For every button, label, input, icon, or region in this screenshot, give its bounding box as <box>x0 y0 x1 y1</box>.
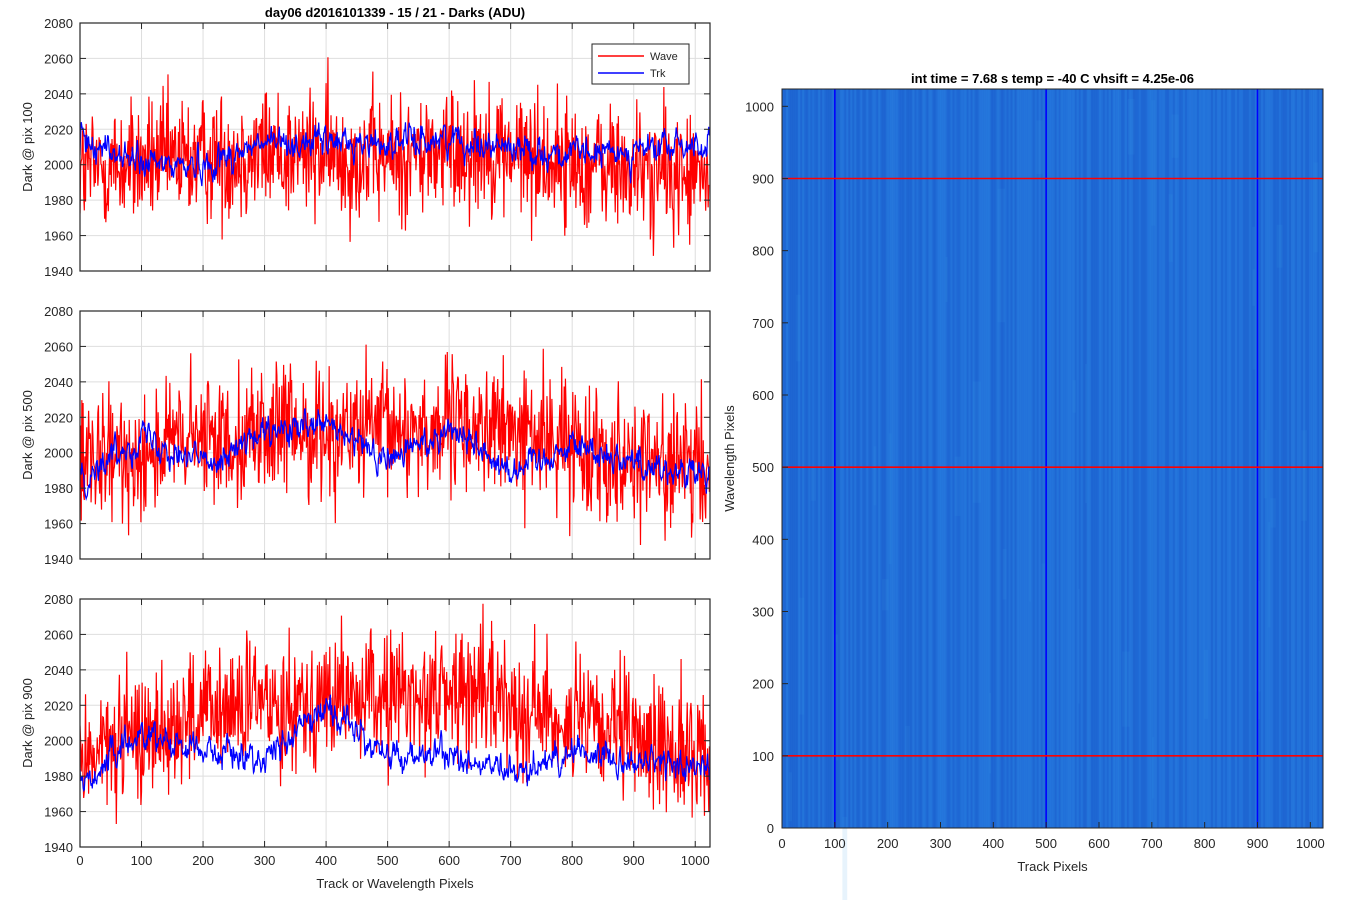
y-axis-label: Dark @ pix 500 <box>20 390 35 480</box>
y-tick-label: 1960 <box>44 805 73 820</box>
y-tick-label: 2060 <box>44 627 73 642</box>
x-tick-label: 400 <box>315 853 337 868</box>
series-line-wave <box>80 603 710 825</box>
y-tick-label: 2000 <box>44 158 73 173</box>
heatmap-panel: 0 100 200 300 400 500 600 700 800 900 1000 0 100 200 3… <box>722 71 1325 900</box>
axes-frame <box>79 598 711 848</box>
x-tick-label: 700 <box>1141 836 1163 851</box>
y-tick-label: 1960 <box>44 229 73 244</box>
y-tick-label: 1940 <box>44 552 73 567</box>
y-axis-label: Wavelength Pixels <box>722 405 737 512</box>
x-tick-label: 100 <box>131 853 153 868</box>
legend-label-wave: Wave <box>650 51 678 63</box>
y-tick-label: 2020 <box>44 410 73 425</box>
legend-box <box>591 43 690 85</box>
y-tick-label: 600 <box>752 388 774 403</box>
y-tick-label: 400 <box>752 532 774 547</box>
heatmap-texture <box>782 89 1324 900</box>
y-tick-label: 700 <box>752 316 774 331</box>
y-tick-label: 1980 <box>44 481 73 496</box>
x-tick-label: 600 <box>438 853 460 868</box>
legend-label-trk: Trk <box>650 68 666 80</box>
y-tick-label: 2040 <box>44 375 73 390</box>
y-axis-label: Dark @ pix 900 <box>20 678 35 768</box>
y-tick-label: 1980 <box>44 193 73 208</box>
x-tick-label: 0 <box>778 836 785 851</box>
y-tick-label: 1980 <box>44 769 73 784</box>
y-tick-label: 2080 <box>44 592 73 607</box>
x-tick-label: 800 <box>561 853 583 868</box>
axes-frame <box>781 88 1324 829</box>
x-tick-label: 0 <box>76 853 83 868</box>
y-tick-label: 1940 <box>44 840 73 855</box>
y-tick-label: 2060 <box>44 51 73 66</box>
series-line-wave <box>80 344 710 546</box>
y-tick-label: 2040 <box>44 663 73 678</box>
y-tick-label: 500 <box>752 460 774 475</box>
y-tick-label: 200 <box>752 677 774 692</box>
y-tick-label: 0 <box>767 821 774 836</box>
x-tick-label: 500 <box>377 853 399 868</box>
y-tick-label: 100 <box>752 749 774 764</box>
y-tick-label: 300 <box>752 604 774 619</box>
series-line-trk <box>80 122 710 187</box>
y-tick-label: 2020 <box>44 122 73 137</box>
x-tick-label: 100 <box>824 836 846 851</box>
y-tick-label: 2000 <box>44 734 73 749</box>
line-panel-3: 0 100 200 300 400 500 600 700 800 900 1000 1940 1960… <box>20 592 711 891</box>
y-tick-label: 1000 <box>745 99 774 114</box>
y-tick-label: 2020 <box>44 698 73 713</box>
heatmap-image <box>782 89 1323 828</box>
x-tick-label: 500 <box>1035 836 1057 851</box>
line-panel-2: 1940 1960 1980 2000 2020 2040 2060 2080 Dark @ p… <box>20 304 711 567</box>
y-tick-label: 2000 <box>44 446 73 461</box>
x-tick-label: 700 <box>500 853 522 868</box>
y-tick-label: 2040 <box>44 87 73 102</box>
x-tick-label: 1000 <box>681 853 710 868</box>
x-tick-label: 1000 <box>1296 836 1325 851</box>
y-tick-label: 1940 <box>44 264 73 279</box>
axes-frame <box>79 22 711 272</box>
x-tick-label: 900 <box>623 853 645 868</box>
x-tick-label: 300 <box>254 853 276 868</box>
x-tick-label: 600 <box>1088 836 1110 851</box>
y-tick-label: 1960 <box>44 517 73 532</box>
axes-frame <box>79 310 711 560</box>
series-line-trk <box>80 408 710 501</box>
x-tick-label: 800 <box>1194 836 1216 851</box>
x-tick-label: 200 <box>877 836 899 851</box>
y-tick-label: 2060 <box>44 339 73 354</box>
x-tick-label: 300 <box>930 836 952 851</box>
x-tick-label: 400 <box>982 836 1004 851</box>
series-line-wave <box>80 57 710 256</box>
y-tick-label: 2080 <box>44 304 73 319</box>
chart-title: day06 d2016101339 - 15 / 21 - Darks (ADU… <box>265 5 525 20</box>
chart-title: int time = 7.68 s temp = -40 C vhsift = … <box>911 71 1194 86</box>
x-axis-label: Track Pixels <box>1017 859 1088 874</box>
x-tick-label: 200 <box>192 853 214 868</box>
x-axis-label: Track or Wavelength Pixels <box>316 876 474 891</box>
x-tick-label: 900 <box>1247 836 1269 851</box>
y-axis-label: Dark @ pix 100 <box>20 102 35 192</box>
line-panel-1: 1940 1960 1980 2000 2020 2040 2060 2080 Dark @ p… <box>20 5 711 279</box>
y-tick-label: 900 <box>752 171 774 186</box>
legend: Wave Trk <box>591 43 690 85</box>
series-line-trk <box>80 694 710 793</box>
y-tick-label: 800 <box>752 244 774 259</box>
y-tick-label: 2080 <box>44 16 73 31</box>
